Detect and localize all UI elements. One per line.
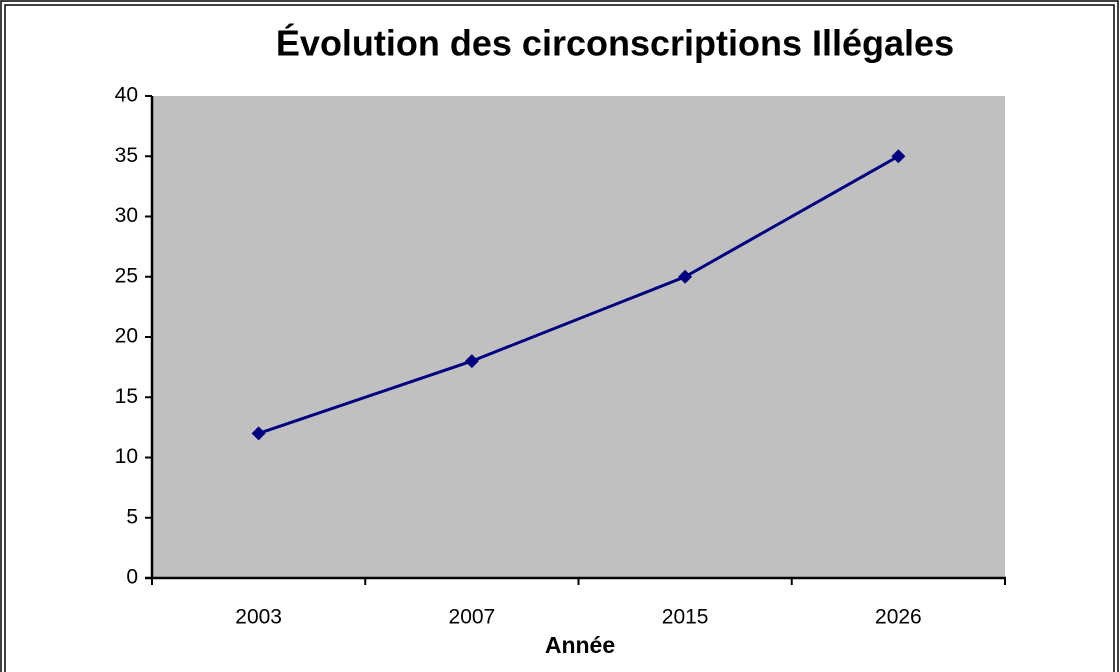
y-tick-label: 10 xyxy=(115,445,138,468)
x-axis-label: Année xyxy=(545,632,615,658)
data-point xyxy=(891,149,906,164)
y-tick-label: 30 xyxy=(115,204,138,227)
y-tick-label: 5 xyxy=(126,505,138,528)
data-point xyxy=(464,354,479,369)
y-tick-label: 40 xyxy=(115,84,138,107)
y-tick-label: 0 xyxy=(126,566,138,589)
y-tick-label: 20 xyxy=(115,325,138,348)
y-tick-label: 35 xyxy=(115,144,138,167)
data-point xyxy=(251,426,266,441)
y-tick-label: 15 xyxy=(115,385,138,408)
x-tick-label: 2007 xyxy=(449,606,496,629)
inner-frame xyxy=(4,4,1115,672)
x-tick-label: 2003 xyxy=(235,606,282,629)
x-tick-label: 2026 xyxy=(875,606,922,629)
series-line xyxy=(258,154,900,435)
x-tick-label: 2015 xyxy=(662,606,709,629)
chart-title: Évolution des circonscriptions Illégales xyxy=(276,23,954,64)
data-point xyxy=(678,269,693,284)
y-tick-label: 25 xyxy=(115,264,138,287)
